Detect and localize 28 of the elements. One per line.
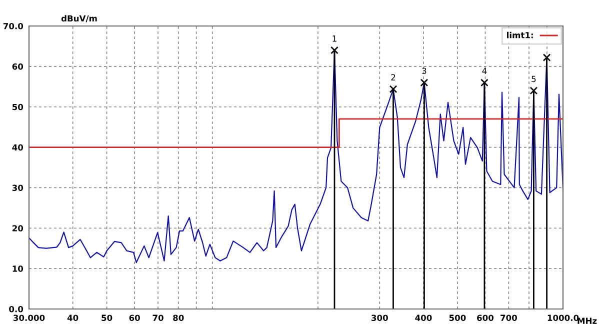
x-tick-label: 50: [102, 314, 112, 322]
x-tick-label: 60: [129, 314, 140, 322]
y-tick-label: 10: [12, 266, 24, 272]
annotation: 5: [532, 76, 536, 82]
y-tick-label: 30: [12, 184, 24, 191]
x-tick-label: 30.000: [13, 314, 45, 322]
x-tick-label: 600: [477, 314, 494, 322]
legend-label: limt1:: [507, 32, 533, 38]
x-tick-label: 70: [152, 314, 164, 322]
y-tick-label: 60: [12, 63, 24, 70]
annotation: 4: [482, 68, 487, 74]
annotation: 1: [332, 36, 336, 42]
x-tick-label: 500: [449, 314, 466, 322]
y-axis-title: dBuV/m: [61, 15, 97, 22]
y-tick-label: 70.0: [3, 22, 24, 30]
x-tick-label: 400: [415, 314, 432, 322]
x-tick-label: 80: [173, 314, 184, 322]
y-tick-label: 50: [12, 104, 24, 110]
y-tick-label: 40: [12, 144, 24, 151]
y-tick-label: 0.0: [9, 306, 24, 312]
x-tick-label: 300: [372, 314, 388, 322]
annotation: 2: [391, 74, 396, 80]
x-tick-label: 1000.0: [548, 314, 579, 322]
annotation: 3: [422, 68, 426, 74]
x-axis-title: MHz: [578, 318, 597, 324]
y-tick-label: 20: [12, 225, 24, 232]
x-tick-label: 700: [500, 314, 517, 322]
x-tick-label: 40: [67, 314, 78, 322]
